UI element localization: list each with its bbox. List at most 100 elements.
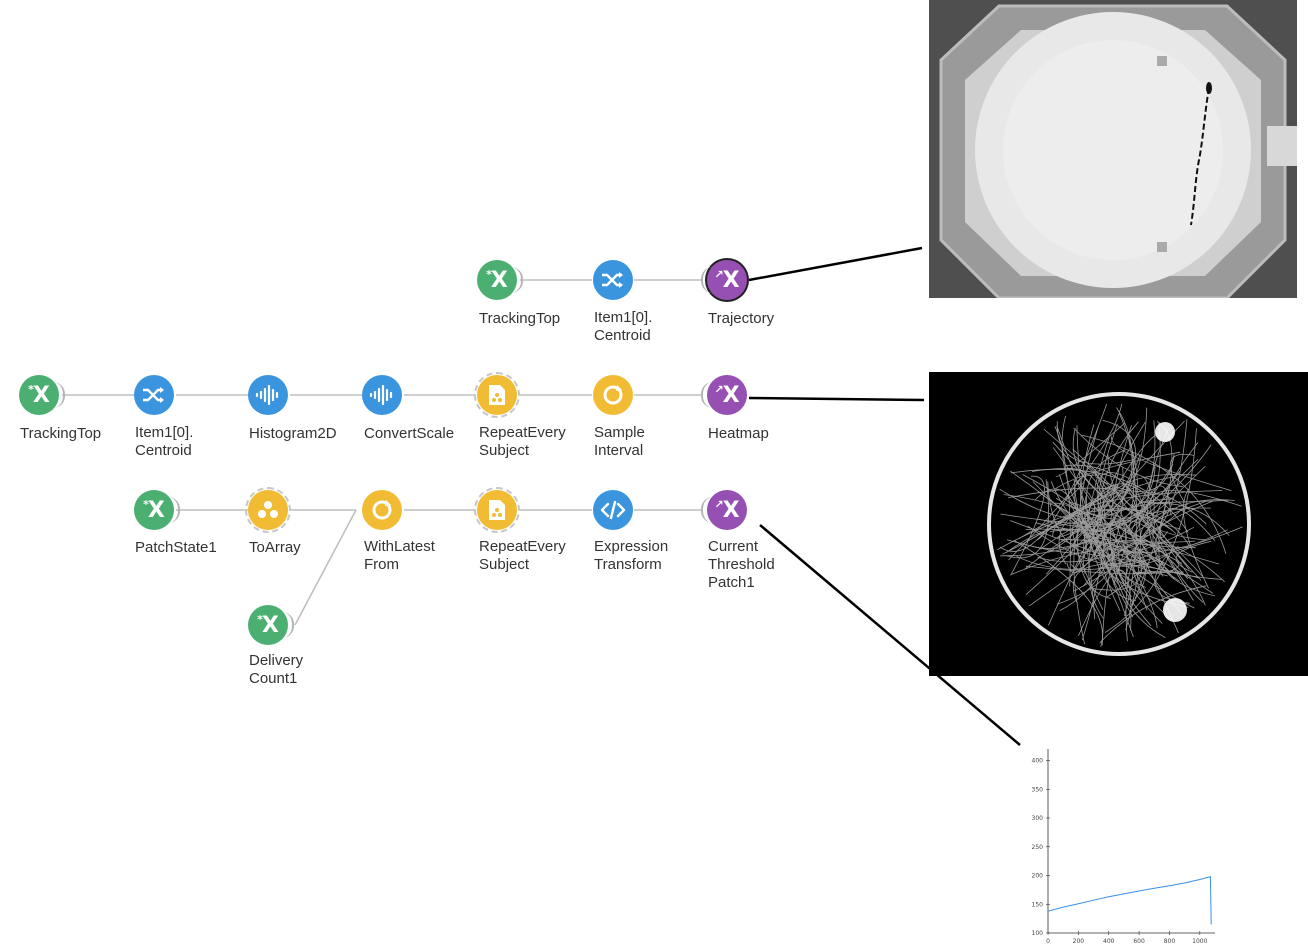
expressiontransform-node[interactable] (593, 490, 639, 536)
waveform-icon (369, 385, 393, 405)
node-label: Heatmap (708, 425, 769, 442)
heatmap-trace (1122, 419, 1188, 537)
heatmap-trace (1074, 521, 1128, 586)
heatmap-trace (1038, 420, 1156, 527)
deliverycount1-node[interactable]: *X (248, 605, 294, 651)
heatmap-trace (1018, 512, 1120, 573)
node-label: TrackingTop (479, 310, 561, 327)
source-subject-icon: *X (28, 382, 50, 408)
arena-image (929, 0, 1297, 298)
visualizer-subject-icon: ↗X (714, 497, 740, 523)
heatmap-trace (1054, 451, 1181, 490)
heatmap-trace (1091, 519, 1190, 570)
heatmap-trace (1022, 474, 1114, 605)
heatmap-trace (1060, 538, 1146, 605)
visualizer-subject-icon: ↗X (714, 382, 740, 408)
output-port (282, 612, 294, 638)
waveform-icon (255, 385, 279, 405)
heatmap-trace (1123, 482, 1155, 519)
source-subject-icon: *X (257, 612, 279, 638)
heatmap-image (987, 392, 1251, 656)
x-tick-label: 0 (1046, 938, 1050, 945)
heatmap-trace (1175, 540, 1212, 573)
heatmap-trace (1061, 415, 1163, 624)
heatmap-trace (1169, 453, 1195, 503)
visualizer-subject-icon: ↗X (714, 267, 740, 293)
y-tick-label: 400 (1032, 758, 1044, 765)
heatmap-trace (1072, 563, 1199, 603)
heatmap-trace (1072, 428, 1181, 530)
histogram2d-node[interactable] (248, 375, 294, 421)
heatmap-trace (1099, 421, 1152, 626)
heatmap-trace (1132, 480, 1204, 603)
currentthresholdpatch1-node[interactable]: ↗X (701, 490, 753, 536)
cycle-icon (372, 500, 392, 520)
heatmap-trace (1107, 454, 1206, 541)
trajectory-callout-line (748, 246, 923, 282)
node-label: Item1[0]. Centroid (135, 424, 194, 459)
heatmap-trace (1106, 545, 1150, 576)
convertscale-node[interactable] (362, 375, 408, 421)
x-tick-label: 600 (1133, 938, 1145, 945)
heatmap-trace (1073, 505, 1173, 645)
source-subject-icon: *X (143, 497, 165, 523)
heatmap-trace (1055, 422, 1125, 477)
heatmap-trace (1116, 407, 1135, 535)
heatmap-trace (1066, 519, 1114, 573)
withlatestfrom-node[interactable] (362, 490, 408, 536)
heatmap-trace (1130, 504, 1194, 601)
node-label: PatchState1 (135, 539, 217, 556)
heatmap-trace (1054, 426, 1071, 587)
heatmap-trace (1039, 514, 1127, 585)
threshold-chart-panel: 100 150 200 250 300 350 400 0 200 400 600 800 1000 (1025, 743, 1225, 947)
heatmap-trace (1008, 403, 1123, 561)
shuffle-icon (602, 272, 623, 288)
trajectory-path (1190, 87, 1210, 226)
wire (294, 509, 357, 626)
heatmap-trace (1101, 517, 1177, 646)
output-port (511, 267, 523, 293)
heatmap-trace (1073, 474, 1099, 559)
heatmap-trace (1077, 426, 1111, 599)
heatmap-trace (1013, 539, 1103, 648)
repeateverysubject-node-1[interactable] (474, 372, 523, 421)
trackingtop-node-1[interactable]: *X (477, 260, 523, 306)
node-label: Trajectory (708, 310, 775, 327)
heatmap-trace (1183, 487, 1209, 589)
series-line (1047, 876, 1212, 925)
output-port (168, 497, 180, 523)
heatmap-trace (1111, 436, 1232, 491)
shuffle-icon (143, 387, 164, 403)
heatmap-trace (1025, 560, 1180, 575)
sampleinterval-node[interactable] (593, 375, 639, 421)
heatmap-image-panel (929, 372, 1308, 676)
trackingtop-node-2[interactable]: *X (19, 375, 65, 421)
item-centroid-node-1[interactable] (593, 260, 639, 306)
item-centroid-node-2[interactable] (134, 375, 180, 421)
heatmap-node[interactable]: ↗X (701, 375, 753, 421)
node-label: RepeatEvery Subject (479, 424, 566, 459)
repeateverysubject-node-2[interactable] (474, 487, 523, 536)
heatmap-trace (1149, 490, 1242, 581)
node-label: Current Threshold Patch1 (708, 538, 775, 591)
input-port (701, 497, 713, 523)
node-label: ToArray (249, 539, 301, 556)
y-tick-label: 250 (1032, 844, 1044, 851)
trajectory-node[interactable]: ↗X (701, 260, 753, 306)
toarray-node[interactable] (245, 487, 294, 536)
node-label: WithLatest From (364, 538, 435, 573)
heatmap-trace (1160, 484, 1171, 538)
x-tick-label: 200 (1073, 938, 1085, 945)
heatmap-trace (999, 403, 1108, 552)
node-label: Sample Interval (594, 424, 645, 459)
heatmap-trace (1069, 479, 1095, 542)
node-label: ConvertScale (364, 425, 455, 442)
trajectory-video-panel (929, 0, 1297, 298)
heatmap-trace (1110, 425, 1166, 638)
patchstate1-node[interactable]: *X (134, 490, 180, 536)
heatmap-trace (1058, 491, 1121, 565)
input-port (701, 382, 713, 408)
x-tick-label: 400 (1103, 938, 1115, 945)
heatmap-trace (1010, 475, 1045, 576)
